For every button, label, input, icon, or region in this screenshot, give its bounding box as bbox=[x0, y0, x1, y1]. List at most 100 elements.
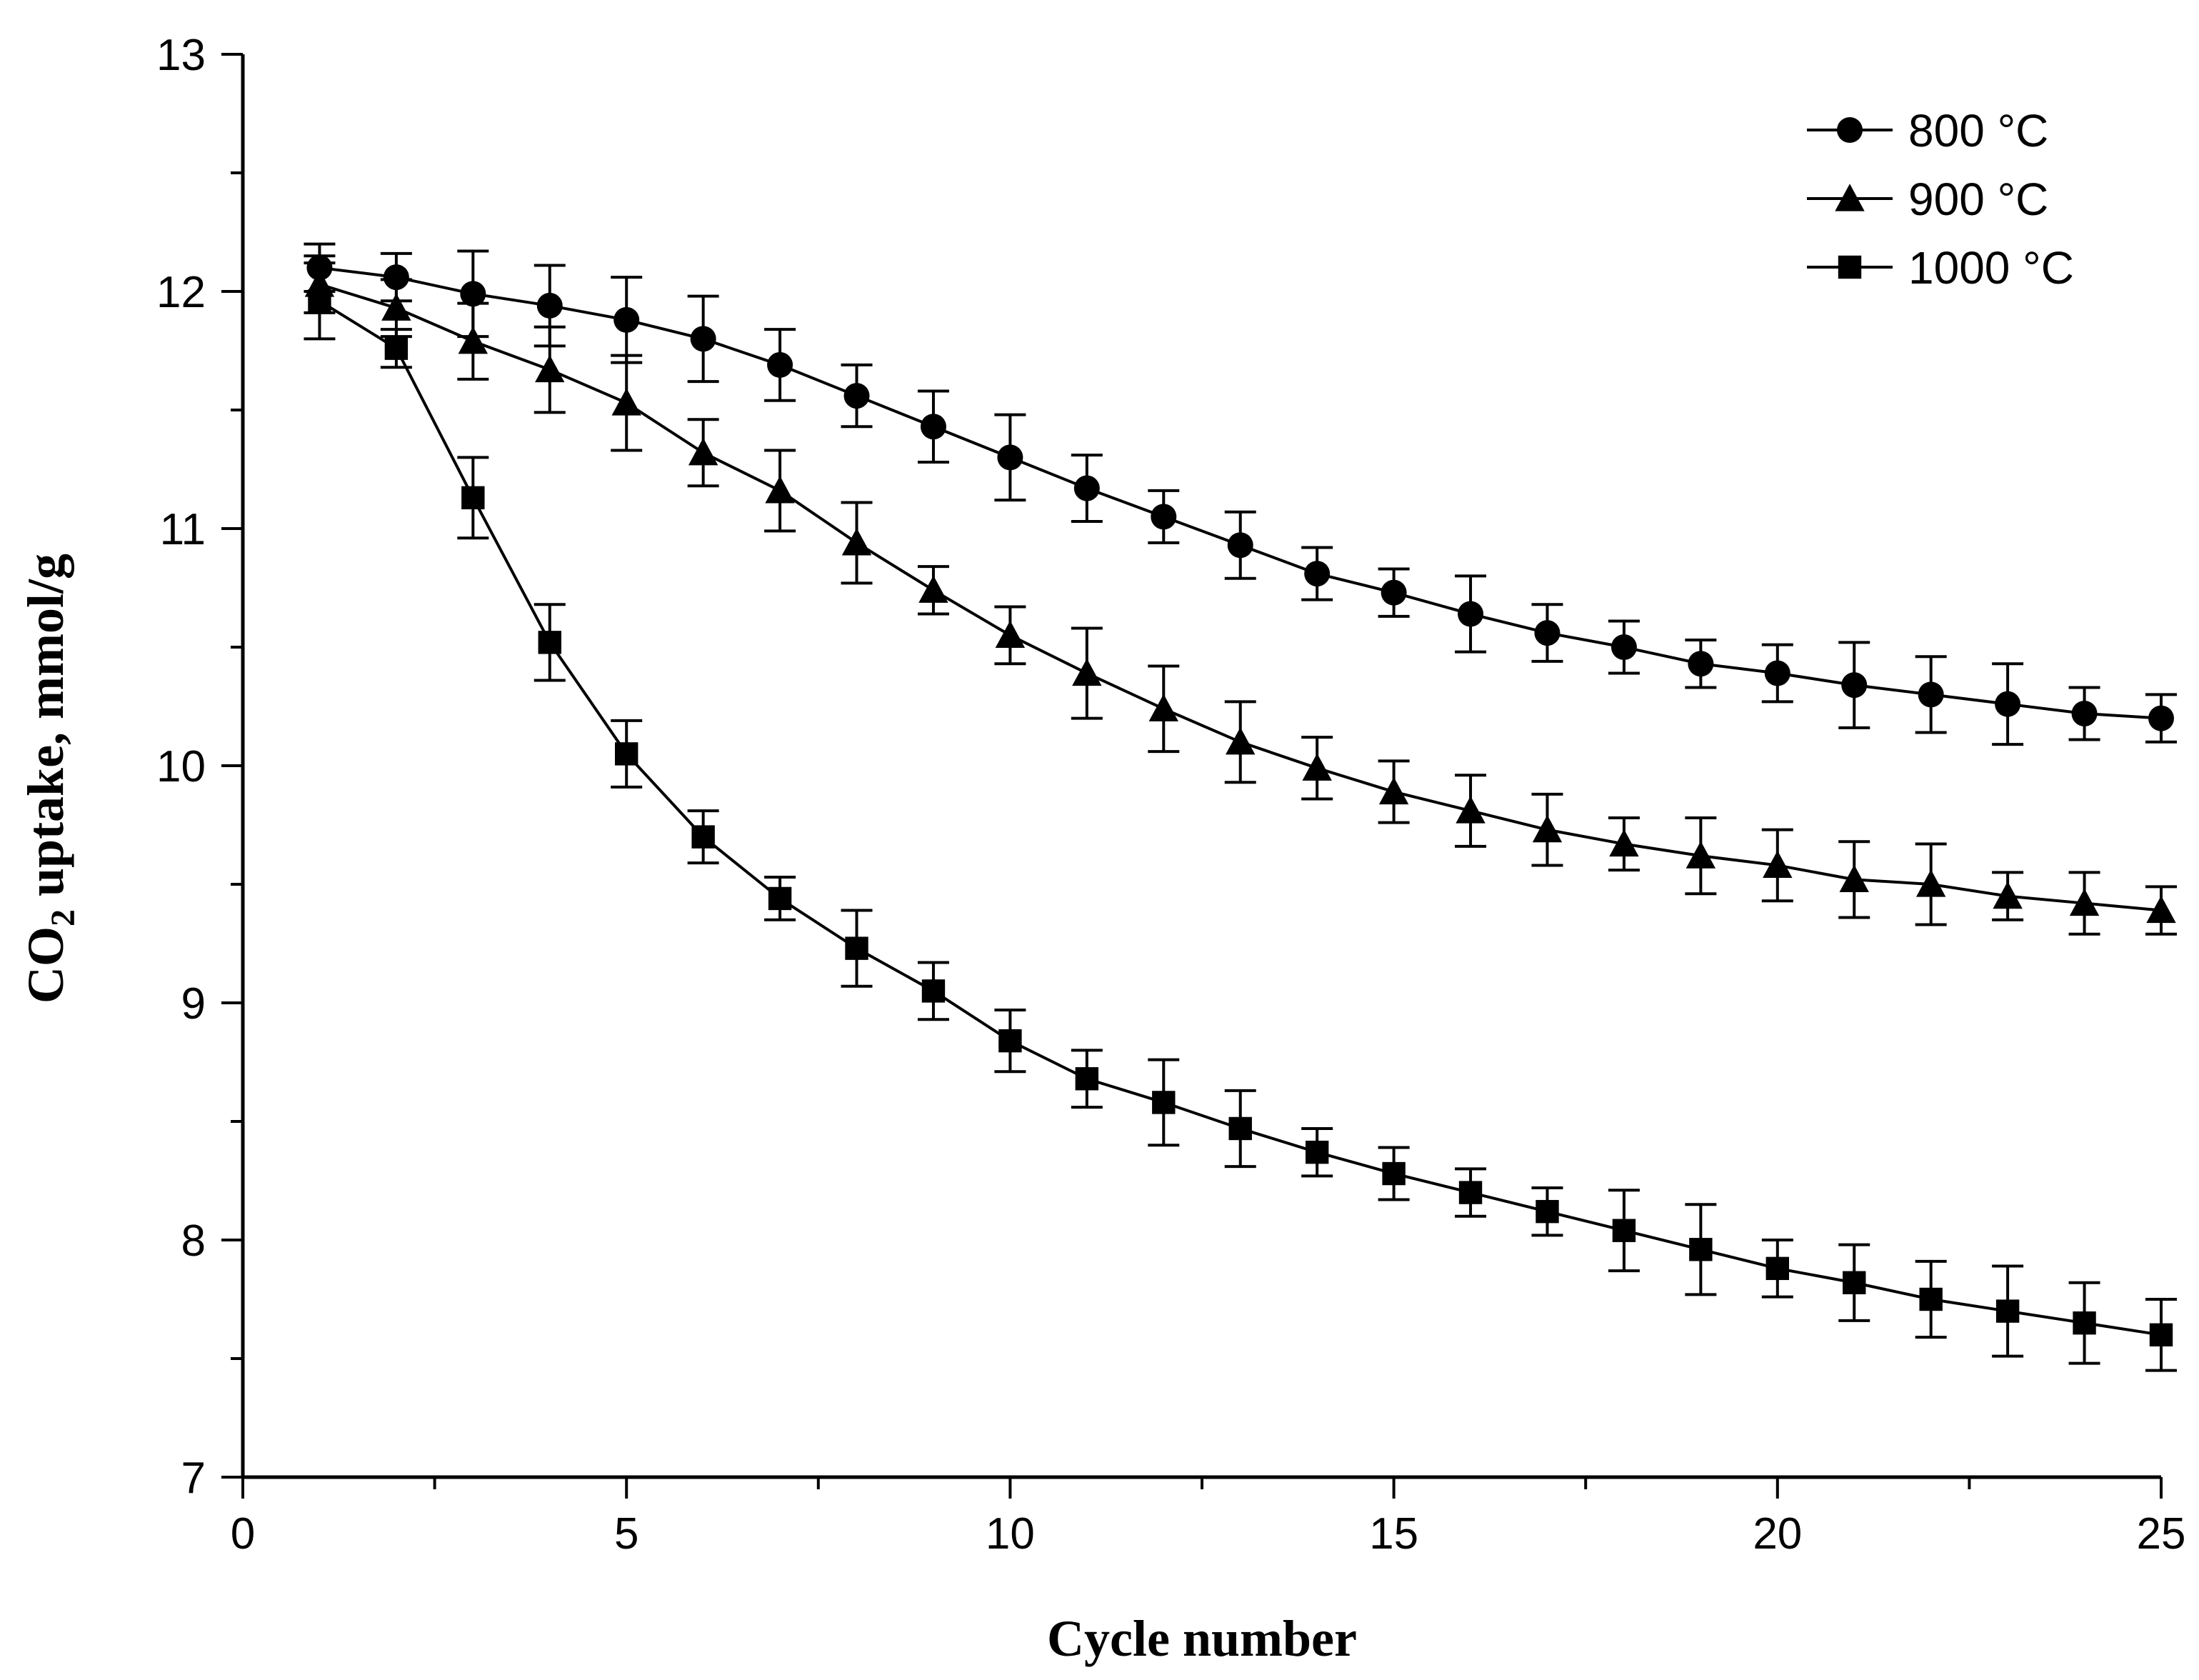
data-point-triangle bbox=[1148, 694, 1178, 721]
data-point-square bbox=[1995, 1299, 2020, 1323]
data-point-circle bbox=[997, 444, 1023, 471]
legend-marker-square bbox=[1838, 255, 1862, 279]
data-point-square bbox=[1536, 1199, 1559, 1224]
data-point-square bbox=[845, 936, 868, 960]
data-point-circle bbox=[1995, 691, 2021, 717]
y-axis-title-suffix: uptake, mmol/g bbox=[17, 554, 74, 909]
data-point-circle bbox=[1227, 532, 1253, 559]
data-point-square bbox=[1919, 1287, 1943, 1311]
y-tick-label: 10 bbox=[156, 742, 206, 791]
legend: 800 °C 900 °C 1000 °C bbox=[1807, 105, 2074, 294]
data-point-square bbox=[615, 742, 638, 766]
series-triangle bbox=[304, 254, 2177, 936]
data-point-triangle bbox=[765, 476, 795, 504]
y-axis-title-subscript: 2 bbox=[44, 909, 82, 926]
data-point-square bbox=[1843, 1271, 1866, 1294]
data-point-circle bbox=[843, 383, 870, 409]
x-tick-label: 0 bbox=[231, 1509, 255, 1559]
data-point-square bbox=[1152, 1091, 1176, 1114]
data-point-square bbox=[2149, 1323, 2173, 1346]
data-point-triangle bbox=[1072, 658, 1102, 686]
data-point-triangle bbox=[1532, 814, 1563, 843]
series-circle bbox=[304, 242, 2177, 746]
x-tick-label: 10 bbox=[986, 1509, 1035, 1559]
data-point-square bbox=[1765, 1256, 1789, 1281]
data-point-circle bbox=[1381, 579, 1407, 606]
data-point-triangle bbox=[1915, 869, 1946, 897]
data-point-circle bbox=[690, 326, 716, 352]
data-point-triangle bbox=[2069, 888, 2100, 916]
data-point-square bbox=[308, 289, 331, 313]
legend-label: 900 °C bbox=[1908, 174, 2048, 225]
legend-label: 1000 °C bbox=[1908, 242, 2074, 294]
data-point-circle bbox=[920, 414, 946, 440]
y-tick-label: 12 bbox=[156, 268, 206, 317]
legend-marker-triangle bbox=[1835, 184, 1865, 211]
data-point-square bbox=[1689, 1238, 1713, 1261]
data-point-square bbox=[1305, 1140, 1329, 1164]
y-tick-label: 7 bbox=[181, 1454, 206, 1503]
data-point-circle bbox=[2148, 705, 2174, 731]
y-tick-label: 13 bbox=[156, 31, 206, 80]
data-point-circle bbox=[1458, 601, 1484, 627]
data-point-circle bbox=[2071, 700, 2098, 726]
data-point-triangle bbox=[841, 528, 872, 556]
legend-marker-circle bbox=[1837, 117, 1863, 143]
y-axis-title-prefix: CO bbox=[17, 926, 74, 1004]
data-point-triangle bbox=[688, 438, 718, 466]
data-point-circle bbox=[1073, 475, 1100, 501]
legend-item: 800 °C bbox=[1807, 105, 2048, 156]
data-point-circle bbox=[460, 281, 486, 307]
data-point-circle bbox=[1304, 561, 1331, 587]
x-tick-label: 5 bbox=[614, 1509, 638, 1559]
data-point-triangle bbox=[535, 354, 565, 383]
data-point-square bbox=[691, 825, 715, 849]
axes: 0 5 10 15 20 25 7 8 9 10 11 12 13 bbox=[156, 31, 2185, 1559]
data-point-square bbox=[998, 1029, 1022, 1053]
data-point-square bbox=[768, 886, 792, 911]
data-point-square bbox=[1075, 1067, 1099, 1091]
data-point-circle bbox=[1841, 672, 1868, 699]
data-point-circle bbox=[536, 292, 563, 319]
data-point-triangle bbox=[1456, 796, 1486, 824]
data-point-circle bbox=[1918, 681, 1944, 708]
data-point-triangle bbox=[918, 575, 948, 603]
data-point-triangle bbox=[458, 326, 489, 354]
data-point-triangle bbox=[1993, 881, 2023, 909]
data-point-circle bbox=[767, 351, 793, 378]
data-point-square bbox=[1612, 1219, 1636, 1242]
data-point-circle bbox=[1534, 620, 1561, 646]
data-point-square bbox=[1382, 1161, 1406, 1186]
data-point-square bbox=[921, 979, 946, 1003]
data-point-square bbox=[461, 486, 485, 510]
legend-item: 900 °C bbox=[1807, 174, 2048, 225]
data-point-square bbox=[538, 631, 561, 654]
data-point-triangle bbox=[995, 620, 1026, 648]
data-point-circle bbox=[613, 306, 640, 333]
data-point-triangle bbox=[1226, 727, 1256, 755]
data-point-circle bbox=[1764, 660, 1790, 686]
legend-item: 1000 °C bbox=[1807, 242, 2074, 294]
data-point-triangle bbox=[2146, 895, 2176, 924]
x-tick-label: 25 bbox=[2137, 1509, 2186, 1559]
data-point-triangle bbox=[1685, 841, 1716, 869]
y-tick-label: 11 bbox=[160, 505, 206, 554]
data-point-triangle bbox=[611, 388, 641, 416]
series-line bbox=[319, 283, 2162, 912]
y-tick-label: 9 bbox=[181, 979, 206, 1029]
x-tick-label: 15 bbox=[1369, 1509, 1418, 1559]
data-point-square bbox=[384, 336, 409, 360]
data-point-triangle bbox=[1302, 753, 1332, 781]
data-point-square bbox=[1228, 1116, 1252, 1141]
data-point-triangle bbox=[1609, 829, 1639, 857]
data-point-circle bbox=[383, 264, 409, 291]
data-point-triangle bbox=[381, 293, 411, 321]
x-tick-label: 20 bbox=[1753, 1509, 1802, 1559]
data-point-triangle bbox=[1839, 864, 1869, 892]
x-axis-title: Cycle number bbox=[1047, 1610, 1357, 1667]
y-tick-label: 8 bbox=[181, 1216, 206, 1266]
plot-area bbox=[304, 242, 2177, 1372]
data-point-triangle bbox=[1378, 776, 1409, 805]
series-line bbox=[319, 266, 2162, 720]
